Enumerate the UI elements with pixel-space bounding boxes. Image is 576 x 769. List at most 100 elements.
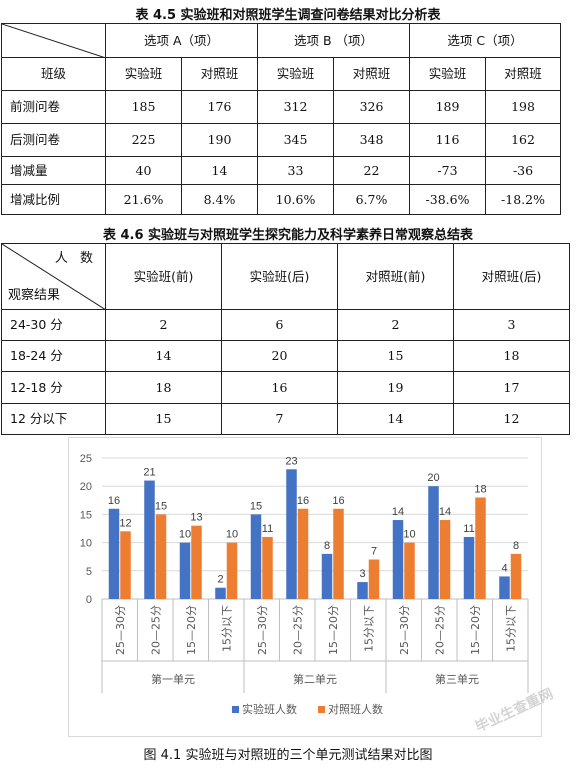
- y-tick-label: 10: [80, 538, 92, 550]
- table-cell: 8.4%: [181, 184, 258, 215]
- corner-top-label: 人 数: [54, 251, 97, 266]
- observation-table: 人 数 观察结果 实验班(前) 实验班(后) 对照班(前) 对照班(后) 24-…: [1, 243, 570, 435]
- bar: [286, 469, 297, 599]
- table-cell: 116: [409, 123, 486, 157]
- bar: [226, 542, 238, 599]
- bar: [108, 508, 120, 599]
- table2-header: 实验班(前): [105, 243, 222, 310]
- corner-bottom-label: 观察结果: [8, 287, 61, 303]
- table-cell: 6: [221, 309, 338, 341]
- row-label: 增减比例: [1, 184, 106, 215]
- x-tick-label: 25—30分: [114, 605, 127, 655]
- x-tick-label: 15—20分: [185, 605, 198, 655]
- table-cell: 21.6%: [105, 184, 182, 215]
- x-tick-label: 15分以下: [362, 605, 375, 652]
- table-row: 12-18 分 18 16 19 17: [1, 371, 570, 404]
- data-label: 11: [463, 523, 474, 535]
- table-cell: 312: [257, 90, 334, 124]
- table-row: 前测问卷 185 176 312 326 189 198: [1, 90, 562, 124]
- data-label: 7: [371, 546, 377, 558]
- table1-corner-cell: [1, 23, 106, 58]
- table2-header: 对照班(后): [453, 243, 570, 310]
- table-row: 24-30 分 2 6 2 3: [1, 309, 570, 341]
- table-cell: 14: [181, 156, 258, 185]
- table1-group-header: 选项 B （项）: [257, 23, 410, 58]
- data-label: 2: [217, 574, 223, 586]
- survey-table: 选项 A（项） 选项 B （项） 选项 C（项） 班级 实验班 对照班 实验班 …: [1, 23, 562, 215]
- row-label: 12 分以下: [1, 403, 106, 435]
- table-cell: 22: [333, 156, 410, 185]
- table-cell: 2: [337, 309, 454, 341]
- bar: [439, 520, 451, 599]
- table-cell: 14: [105, 340, 222, 372]
- data-label: 14: [439, 506, 451, 518]
- table-row: 后测问卷 225 190 345 348 116 162: [1, 123, 562, 157]
- row-label: 24-30 分: [1, 309, 106, 341]
- bar: [179, 542, 191, 599]
- y-tick-label: 15: [80, 509, 92, 521]
- bar: [262, 536, 273, 599]
- x-tick-label: 15—20分: [327, 605, 340, 655]
- table-cell: 19: [337, 371, 454, 404]
- table-cell: 189: [409, 90, 486, 124]
- data-label: 8: [513, 540, 519, 552]
- data-label: 10: [403, 529, 415, 541]
- y-tick-label: 5: [86, 566, 92, 578]
- x-tick-label: 15分以下: [220, 605, 233, 652]
- table-cell: 7: [221, 403, 338, 435]
- bar: [475, 497, 486, 599]
- data-label: 16: [297, 495, 309, 507]
- table-row: 12 分以下 15 7 14 12: [1, 403, 570, 435]
- table-cell: 17: [453, 371, 570, 404]
- data-label: 10: [179, 529, 191, 541]
- table-cell: 185: [105, 90, 182, 124]
- table-row: 增减比例 21.6% 8.4% 10.6% 6.7% -38.6% -18.2%: [1, 184, 562, 215]
- y-tick-label: 20: [80, 481, 92, 493]
- bar: [499, 576, 510, 599]
- table-cell: 326: [333, 90, 410, 124]
- data-label: 3: [359, 568, 365, 580]
- data-label: 4: [501, 562, 507, 574]
- bar: [215, 587, 226, 599]
- table-cell: 10.6%: [257, 184, 334, 215]
- table-cell: 15: [337, 340, 454, 372]
- bar: [357, 582, 368, 599]
- table-cell: 345: [257, 123, 334, 157]
- data-label: 11: [262, 523, 273, 535]
- data-label: 15: [250, 500, 262, 512]
- data-label: 13: [190, 512, 202, 524]
- y-tick-label: 25: [80, 453, 92, 465]
- bar: [191, 525, 202, 599]
- table-cell: -73: [409, 156, 486, 185]
- bar: [144, 480, 155, 599]
- bar: [333, 508, 344, 599]
- data-label: 16: [332, 495, 344, 507]
- x-tick-label: 15分以下: [504, 605, 517, 652]
- x-tick-label: 25—30分: [256, 605, 269, 655]
- table-row: 增减量 40 14 33 22 -73 -36: [1, 156, 562, 185]
- table-cell: -36: [484, 156, 562, 185]
- x-tick-label: 20—25分: [291, 605, 304, 655]
- x-tick-label: 20—25分: [149, 605, 162, 655]
- bar: [155, 514, 167, 599]
- table1-group-header: 选项 A（项）: [105, 23, 258, 58]
- group-label: 第三单元: [435, 672, 479, 686]
- table-cell: 348: [333, 123, 410, 157]
- table2-header: 对照班(前): [337, 243, 454, 310]
- data-label: 12: [119, 517, 131, 529]
- figure-caption: 图 4.1 实验班与对照班的三个单元测试结果对比图: [143, 748, 433, 763]
- legend-label: 实验班人数: [242, 702, 297, 716]
- table1-subheader: 对照班: [484, 57, 562, 91]
- table-cell: 225: [105, 123, 182, 157]
- table-cell: 2: [105, 309, 222, 341]
- group-label: 第一单元: [151, 672, 195, 686]
- bar: [368, 559, 380, 599]
- legend-label: 对照班人数: [328, 702, 383, 716]
- table-cell: 12: [453, 403, 570, 435]
- table-cell: -38.6%: [409, 184, 486, 215]
- data-label: 15: [155, 500, 167, 512]
- table1-subheader: 实验班: [409, 57, 486, 91]
- legend-swatch: [318, 706, 325, 713]
- bar: [510, 553, 522, 599]
- table2-corner-cell: 人 数 观察结果: [1, 243, 106, 310]
